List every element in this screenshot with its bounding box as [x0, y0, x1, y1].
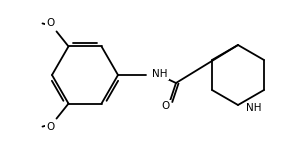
- Text: NH: NH: [246, 103, 262, 113]
- Text: O: O: [162, 101, 170, 111]
- Text: O: O: [47, 18, 55, 28]
- Text: NH: NH: [152, 69, 167, 79]
- Text: O: O: [47, 122, 55, 132]
